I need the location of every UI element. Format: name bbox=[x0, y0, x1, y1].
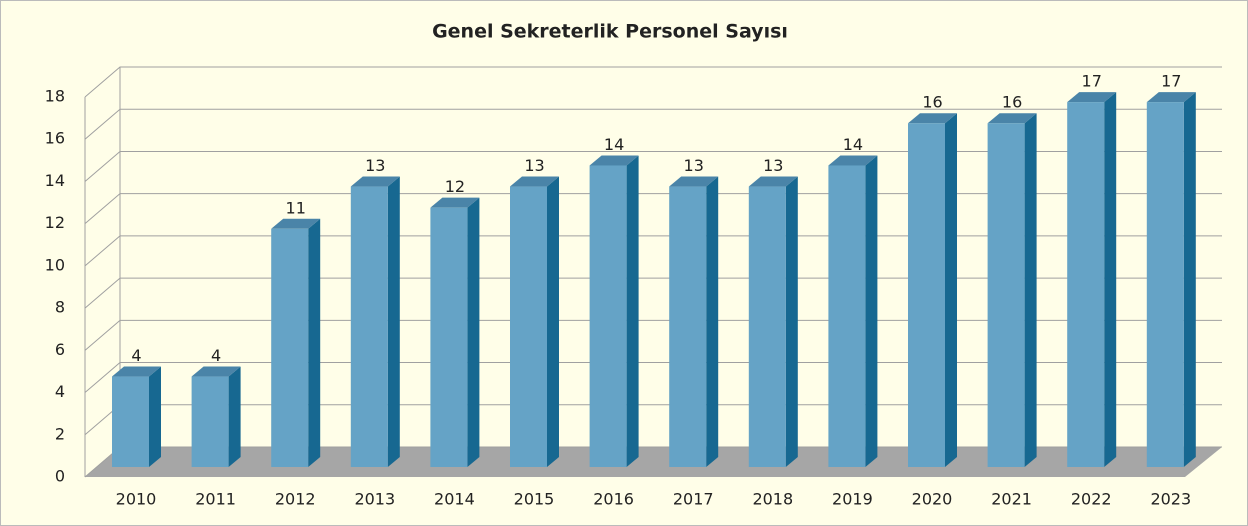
data-label: 16 bbox=[922, 93, 942, 112]
bar-side bbox=[308, 218, 321, 467]
data-label: 17 bbox=[1082, 72, 1102, 91]
x-tick-label: 2012 bbox=[275, 490, 316, 509]
x-tick-label: 2022 bbox=[1071, 490, 1112, 509]
bar-front bbox=[828, 165, 866, 467]
bar-front bbox=[1067, 102, 1105, 467]
x-tick-label: 2023 bbox=[1150, 490, 1191, 509]
bar-top bbox=[908, 113, 957, 124]
bar-front bbox=[112, 376, 149, 467]
bar bbox=[589, 155, 639, 467]
data-label: 13 bbox=[763, 156, 783, 175]
data-label: 17 bbox=[1161, 72, 1181, 91]
bar-side bbox=[387, 176, 400, 468]
bar bbox=[191, 366, 241, 467]
bar-side bbox=[865, 155, 878, 467]
bar-top bbox=[1146, 92, 1196, 103]
data-label: 12 bbox=[445, 177, 465, 196]
bar-side bbox=[1024, 113, 1037, 467]
bar-side bbox=[626, 155, 639, 467]
x-tick-label: 2015 bbox=[514, 490, 555, 509]
bar-front bbox=[908, 123, 945, 467]
bar bbox=[430, 197, 480, 467]
x-tick-label: 2011 bbox=[195, 490, 236, 509]
bar-front bbox=[1146, 102, 1184, 467]
bar-top bbox=[669, 176, 719, 187]
bar bbox=[510, 176, 559, 468]
data-label: 4 bbox=[131, 346, 141, 365]
data-label: 13 bbox=[365, 156, 385, 175]
bar-side bbox=[706, 176, 719, 468]
bar-top bbox=[350, 176, 400, 187]
bar-front bbox=[748, 186, 786, 468]
y-tick-label: 10 bbox=[45, 255, 65, 274]
bar-side bbox=[547, 176, 559, 468]
bar-front bbox=[987, 123, 1025, 467]
bar-front bbox=[510, 186, 547, 468]
x-tick-label: 2020 bbox=[912, 490, 953, 509]
x-tick-label: 2019 bbox=[832, 490, 873, 509]
y-tick-label: 6 bbox=[55, 340, 65, 359]
bar-front bbox=[271, 228, 309, 467]
bar bbox=[350, 176, 400, 468]
bar bbox=[987, 113, 1037, 467]
x-tick-label: 2013 bbox=[354, 490, 395, 509]
bar-top bbox=[987, 113, 1037, 124]
x-tick-label: 2014 bbox=[434, 490, 475, 509]
bar-side bbox=[467, 197, 480, 467]
y-tick-label: 0 bbox=[55, 467, 65, 486]
bar bbox=[271, 218, 321, 467]
data-label: 13 bbox=[684, 156, 704, 175]
data-label: 16 bbox=[1002, 93, 1022, 112]
y-tick-label: 14 bbox=[45, 171, 65, 190]
chart-title: Genel Sekreterlik Personel Sayısı bbox=[432, 21, 788, 43]
y-tick-label: 16 bbox=[45, 129, 65, 148]
y-tick-label: 18 bbox=[45, 87, 65, 106]
data-label: 4 bbox=[211, 346, 221, 365]
bar-side bbox=[149, 366, 161, 467]
bar-top bbox=[748, 176, 798, 187]
y-tick-label: 2 bbox=[55, 424, 65, 443]
bar-side bbox=[228, 366, 241, 467]
data-label: 14 bbox=[604, 135, 624, 154]
y-tick-label: 4 bbox=[55, 382, 65, 401]
x-tick-label: 2018 bbox=[752, 490, 793, 509]
x-tick-label: 2016 bbox=[593, 490, 634, 509]
bar bbox=[908, 113, 957, 467]
bar-top bbox=[271, 218, 321, 229]
bar-front bbox=[350, 186, 388, 468]
bar-top bbox=[191, 366, 241, 377]
data-label: 14 bbox=[843, 135, 863, 154]
bar-top bbox=[1067, 92, 1117, 103]
x-tick-label: 2017 bbox=[673, 490, 714, 509]
bar-top bbox=[510, 176, 559, 187]
bar bbox=[748, 176, 798, 468]
bar-side bbox=[1183, 92, 1196, 467]
data-label: 13 bbox=[524, 156, 544, 175]
y-tick-label: 8 bbox=[55, 298, 65, 317]
bar bbox=[669, 176, 719, 468]
bar-side bbox=[785, 176, 798, 468]
bar bbox=[1067, 92, 1117, 467]
bar bbox=[828, 155, 878, 467]
bar-front bbox=[430, 207, 468, 467]
bar-top bbox=[589, 155, 639, 166]
bar-front bbox=[669, 186, 707, 468]
floor bbox=[85, 447, 1222, 477]
y-tick-label: 12 bbox=[45, 213, 65, 232]
bar bbox=[112, 366, 161, 467]
bar-side bbox=[945, 113, 957, 467]
bar-top bbox=[112, 366, 161, 377]
bar-front bbox=[589, 165, 627, 467]
bar-top bbox=[430, 197, 480, 208]
bar-front bbox=[191, 376, 229, 467]
data-label: 11 bbox=[286, 198, 306, 217]
x-tick-label: 2010 bbox=[116, 490, 157, 509]
bar bbox=[1146, 92, 1196, 467]
x-tick-label: 2021 bbox=[991, 490, 1032, 509]
bar-side bbox=[1104, 92, 1117, 467]
bar-top bbox=[828, 155, 878, 166]
